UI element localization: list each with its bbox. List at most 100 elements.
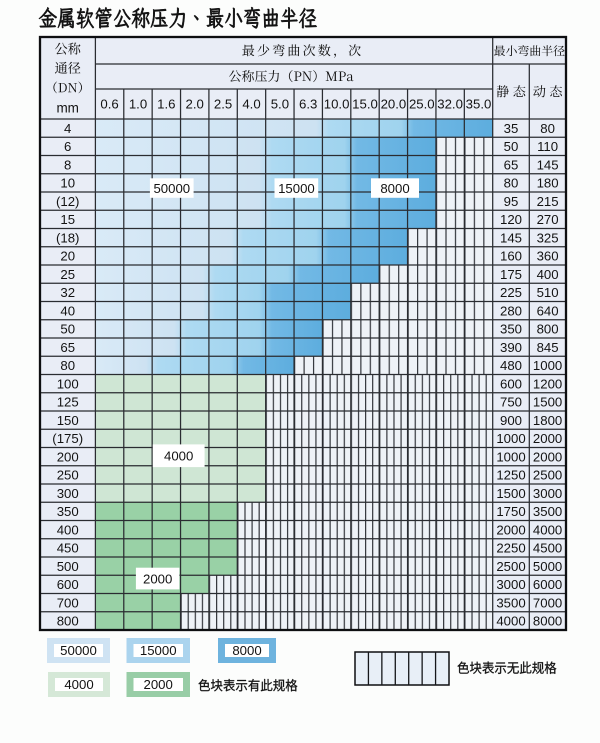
svg-text:80: 80 (540, 121, 555, 136)
svg-text:15.0: 15.0 (352, 97, 378, 112)
svg-text:145: 145 (537, 157, 559, 172)
svg-text:32.0: 32.0 (437, 97, 463, 112)
svg-text:3500: 3500 (496, 595, 525, 610)
svg-text:8000: 8000 (380, 181, 409, 196)
svg-text:35.0: 35.0 (466, 97, 492, 112)
svg-text:10.0: 10.0 (324, 97, 350, 112)
svg-text:6: 6 (64, 139, 71, 154)
svg-text:65: 65 (504, 157, 519, 172)
svg-text:160: 160 (500, 249, 522, 264)
svg-text:175: 175 (500, 267, 522, 282)
svg-text:10: 10 (60, 176, 75, 191)
svg-text:225: 225 (500, 285, 522, 300)
svg-text:400: 400 (537, 267, 559, 282)
svg-text:125: 125 (57, 395, 79, 410)
svg-text:7000: 7000 (533, 595, 562, 610)
svg-text:600: 600 (57, 577, 79, 592)
svg-text:900: 900 (500, 413, 522, 428)
svg-text:8000: 8000 (533, 614, 562, 629)
svg-text:2250: 2250 (496, 541, 525, 556)
svg-text:480: 480 (500, 358, 522, 373)
svg-text:0.6: 0.6 (100, 97, 118, 112)
svg-text:2000: 2000 (533, 449, 562, 464)
svg-text:50: 50 (60, 322, 75, 337)
svg-text:40: 40 (60, 303, 75, 318)
svg-text:180: 180 (537, 176, 559, 191)
svg-text:35: 35 (504, 121, 519, 136)
svg-text:25: 25 (60, 267, 75, 282)
svg-text:400: 400 (57, 522, 79, 537)
svg-text:2.5: 2.5 (214, 97, 232, 112)
svg-text:280: 280 (500, 303, 522, 318)
svg-text:20.0: 20.0 (381, 97, 407, 112)
svg-text:750: 750 (500, 395, 522, 410)
svg-text:6.3: 6.3 (299, 97, 317, 112)
svg-text:4000: 4000 (64, 677, 93, 692)
svg-text:2.0: 2.0 (186, 97, 204, 112)
svg-text:120: 120 (500, 212, 522, 227)
svg-text:1500: 1500 (533, 395, 562, 410)
svg-text:5000: 5000 (533, 559, 562, 574)
svg-text:15000: 15000 (140, 643, 177, 658)
svg-text:50: 50 (504, 139, 519, 154)
svg-text:1000: 1000 (533, 358, 562, 373)
svg-text:25.0: 25.0 (409, 97, 435, 112)
svg-text:200: 200 (57, 449, 79, 464)
svg-text:1000: 1000 (496, 431, 525, 446)
svg-text:(175): (175) (52, 431, 83, 446)
svg-text:1250: 1250 (496, 468, 525, 483)
svg-text:450: 450 (57, 541, 79, 556)
svg-text:145: 145 (500, 230, 522, 245)
svg-text:350: 350 (57, 504, 79, 519)
svg-text:(12): (12) (56, 194, 79, 209)
svg-text:800: 800 (537, 322, 559, 337)
svg-text:2500: 2500 (533, 468, 562, 483)
svg-text:95: 95 (504, 194, 519, 209)
svg-text:2000: 2000 (144, 677, 173, 692)
svg-text:4.0: 4.0 (242, 97, 260, 112)
svg-text:8: 8 (64, 157, 71, 172)
svg-text:100: 100 (57, 376, 79, 391)
svg-text:8000: 8000 (232, 643, 261, 658)
svg-text:4000: 4000 (164, 448, 193, 463)
svg-text:2000: 2000 (496, 522, 525, 537)
svg-text:270: 270 (537, 212, 559, 227)
svg-text:65: 65 (60, 340, 75, 355)
svg-text:80: 80 (60, 358, 75, 373)
svg-text:4000: 4000 (496, 614, 525, 629)
svg-text:640: 640 (537, 303, 559, 318)
svg-text:500: 500 (57, 559, 79, 574)
svg-text:5.0: 5.0 (271, 97, 289, 112)
svg-text:3000: 3000 (533, 486, 562, 501)
svg-text:mm: mm (56, 101, 79, 116)
svg-text:1200: 1200 (533, 376, 562, 391)
svg-text:2000: 2000 (533, 431, 562, 446)
svg-text:250: 250 (57, 468, 79, 483)
svg-text:2000: 2000 (143, 571, 172, 586)
svg-text:1.6: 1.6 (157, 97, 175, 112)
svg-text:800: 800 (57, 614, 79, 629)
svg-text:215: 215 (537, 194, 559, 209)
svg-text:1.0: 1.0 (129, 97, 147, 112)
svg-text:300: 300 (57, 486, 79, 501)
svg-text:360: 360 (537, 249, 559, 264)
svg-text:510: 510 (537, 285, 559, 300)
svg-text:1000: 1000 (496, 449, 525, 464)
svg-text:600: 600 (500, 376, 522, 391)
svg-text:4000: 4000 (533, 522, 562, 537)
svg-text:4: 4 (64, 121, 71, 136)
svg-text:1750: 1750 (496, 504, 525, 519)
svg-text:3000: 3000 (496, 577, 525, 592)
svg-text:845: 845 (537, 340, 559, 355)
svg-text:15000: 15000 (278, 181, 315, 196)
svg-text:80: 80 (504, 176, 519, 191)
svg-text:325: 325 (537, 230, 559, 245)
svg-text:6000: 6000 (533, 577, 562, 592)
svg-text:20: 20 (60, 249, 75, 264)
svg-text:(18): (18) (56, 230, 79, 245)
svg-text:32: 32 (60, 285, 75, 300)
svg-text:110: 110 (537, 139, 558, 154)
svg-text:150: 150 (57, 413, 79, 428)
svg-text:700: 700 (57, 595, 79, 610)
svg-text:50000: 50000 (153, 181, 190, 196)
